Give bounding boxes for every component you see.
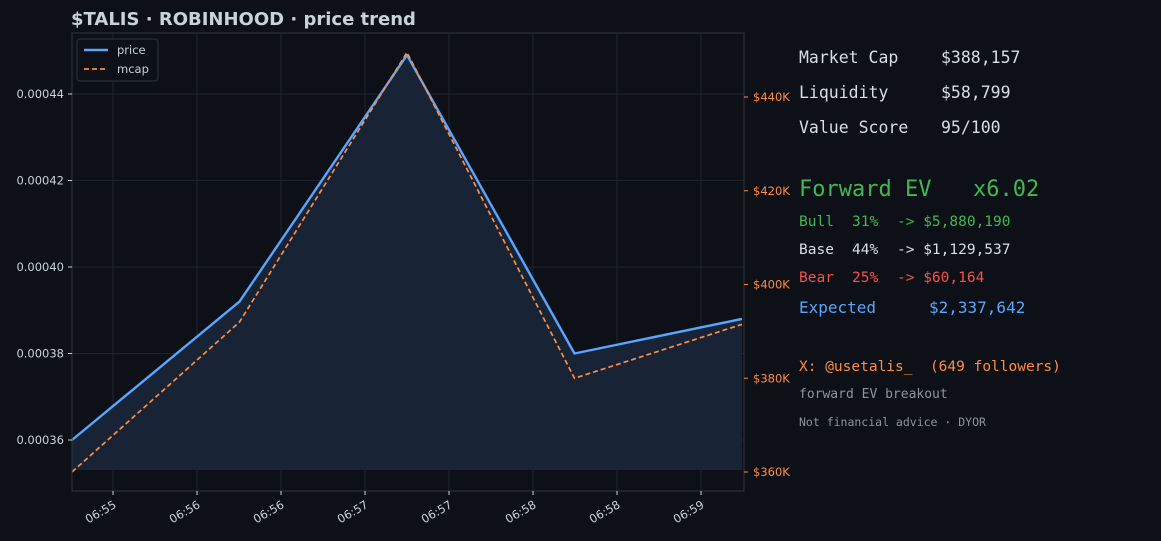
legend-price-label: price xyxy=(117,43,146,57)
scenario-bear-value: -> $60,164 xyxy=(897,270,985,286)
expected-row: Expected $2,337,642 xyxy=(799,298,1025,317)
price-area-fill xyxy=(72,55,742,470)
disclaimer: Not financial advice · DYOR xyxy=(799,415,986,429)
value-score-value: 95/100 xyxy=(941,118,1001,137)
y-left-tick-label: 0.00042 xyxy=(16,174,64,188)
value-score-row: Value Score 95/100 xyxy=(799,118,1001,137)
y-left-tick-label: 0.00036 xyxy=(16,433,64,447)
forward-ev-label: Forward EV xyxy=(799,177,932,202)
chart-title: $TALIS · ROBINHOOD · price trend xyxy=(71,9,416,30)
market-cap-label: Market Cap xyxy=(799,48,899,67)
chart-legend: price mcap xyxy=(76,38,159,82)
scenario-bull-row: Bull 31% -> $5,880,190 xyxy=(799,214,1011,230)
legend-mcap-label: mcap xyxy=(117,62,149,76)
y-axis-right: $360K $380K $400K $420K $440K xyxy=(743,33,790,491)
scenario-bear-pct: 25% xyxy=(852,270,879,286)
y-left-tick-label: 0.00044 xyxy=(16,87,64,101)
liquidity-value: $58,799 xyxy=(941,83,1011,102)
y-right-tick-label: $440K xyxy=(753,90,790,104)
x-tick-label: 06:58 xyxy=(503,497,539,526)
scenario-bull-value: -> $5,880,190 xyxy=(897,214,1011,230)
x-tick-label: 06:55 xyxy=(83,497,119,526)
expected-label: Expected xyxy=(799,298,877,317)
fill-layer xyxy=(72,55,742,470)
x-tick-label: 06:59 xyxy=(671,497,707,526)
scenario-base-value: -> $1,129,537 xyxy=(897,242,1011,258)
x-tick-label: 06:57 xyxy=(419,497,455,526)
x-tick-label: 06:58 xyxy=(587,497,623,526)
x-tick-label: 06:56 xyxy=(167,497,203,526)
market-cap-row: Market Cap $388,157 xyxy=(799,48,1020,67)
value-score-label: Value Score xyxy=(799,118,909,137)
scenario-base-name: Base xyxy=(799,242,834,258)
y-right-tick-label: $420K xyxy=(753,184,790,198)
y-left-tick-label: 0.00040 xyxy=(16,260,64,274)
scenario-base-pct: 44% xyxy=(852,242,879,258)
y-right-tick-label: $400K xyxy=(753,278,790,292)
x-axis: 06:55 06:56 06:56 06:57 06:57 06:58 06:58 06:59 xyxy=(83,491,707,526)
scenario-bull-name: Bull xyxy=(799,214,834,230)
y-right-tick-label: $360K xyxy=(753,465,790,479)
x-handle[interactable]: X: @usetalis_ (649 followers) xyxy=(799,359,1061,375)
liquidity-row: Liquidity $58,799 xyxy=(799,83,1011,102)
x-tick-label: 06:57 xyxy=(335,497,371,526)
scenario-base-row: Base 44% -> $1,129,537 xyxy=(799,242,1011,258)
scenario-bull-pct: 31% xyxy=(852,214,879,230)
y-axis-left: 0.00036 0.00038 0.00040 0.00042 0.00044 xyxy=(16,87,72,447)
y-right-tick-label: $380K xyxy=(753,371,790,385)
market-cap-value: $388,157 xyxy=(941,48,1021,67)
liquidity-label: Liquidity xyxy=(799,83,889,102)
scenario-bear-name: Bear xyxy=(799,270,834,286)
forward-ev-row: Forward EV x6.02 xyxy=(799,177,1039,202)
y-left-tick-label: 0.00038 xyxy=(16,347,64,361)
x-tick-label: 06:56 xyxy=(251,497,287,526)
expected-value: $2,337,642 xyxy=(929,298,1026,317)
panel-subtitle: forward EV breakout xyxy=(799,387,948,402)
scenario-bear-row: Bear 25% -> $60,164 xyxy=(799,270,984,286)
forward-ev-value: x6.02 xyxy=(973,177,1040,202)
